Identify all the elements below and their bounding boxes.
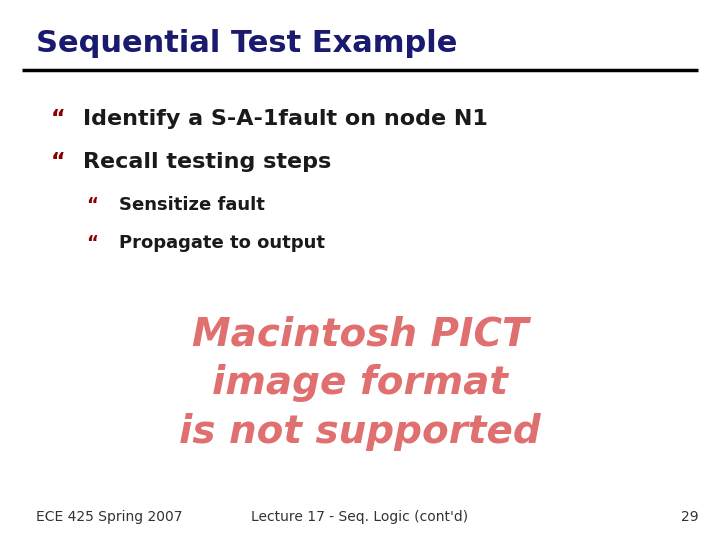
Text: “: “	[86, 196, 98, 214]
Text: “: “	[50, 109, 65, 129]
Text: “: “	[86, 234, 98, 252]
Text: “: “	[50, 152, 65, 172]
Text: Sensitize fault: Sensitize fault	[119, 196, 265, 214]
Text: Identify a S-A-1fault on node N1: Identify a S-A-1fault on node N1	[83, 109, 487, 129]
Text: is not supported: is not supported	[179, 413, 541, 451]
Text: ECE 425 Spring 2007: ECE 425 Spring 2007	[36, 510, 182, 524]
Text: Propagate to output: Propagate to output	[119, 234, 325, 252]
Text: Recall testing steps: Recall testing steps	[83, 152, 331, 172]
Text: Macintosh PICT: Macintosh PICT	[192, 316, 528, 354]
Text: image format: image format	[212, 364, 508, 402]
Text: Lecture 17 - Seq. Logic (cont'd): Lecture 17 - Seq. Logic (cont'd)	[251, 510, 469, 524]
Text: 29: 29	[681, 510, 698, 524]
Text: Sequential Test Example: Sequential Test Example	[36, 29, 457, 58]
